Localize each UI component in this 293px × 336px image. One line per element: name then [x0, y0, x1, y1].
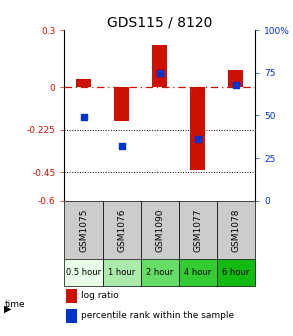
Bar [141, 259, 179, 286]
Bar [103, 259, 141, 286]
Bar [141, 201, 179, 259]
Bar [179, 201, 217, 259]
Bar [190, 87, 205, 170]
Bar [66, 289, 77, 303]
Text: 0.5 hour: 0.5 hour [66, 268, 101, 277]
Bar [66, 309, 77, 323]
Bar [114, 87, 129, 121]
Bar [217, 259, 255, 286]
Text: time: time [4, 300, 25, 308]
Text: GSM1078: GSM1078 [231, 208, 240, 252]
Text: 1 hour: 1 hour [108, 268, 135, 277]
Text: GSM1075: GSM1075 [79, 208, 88, 252]
Bar [179, 259, 217, 286]
Point [234, 82, 238, 87]
Text: percentile rank within the sample: percentile rank within the sample [81, 311, 234, 321]
Point [195, 137, 200, 142]
Point [119, 143, 124, 149]
Text: ▶: ▶ [4, 303, 12, 313]
Text: GSM1077: GSM1077 [193, 208, 202, 252]
Point [81, 115, 86, 120]
Text: 4 hour: 4 hour [184, 268, 212, 277]
Text: log ratio: log ratio [81, 291, 118, 300]
Text: 6 hour: 6 hour [222, 268, 250, 277]
Bar [64, 201, 103, 259]
Bar [76, 80, 91, 87]
Text: GSM1076: GSM1076 [117, 208, 126, 252]
Title: GDS115 / 8120: GDS115 / 8120 [107, 15, 212, 29]
Text: GSM1090: GSM1090 [155, 208, 164, 252]
Point [157, 70, 162, 76]
Bar [217, 201, 255, 259]
Bar [64, 259, 103, 286]
Text: 2 hour: 2 hour [146, 268, 173, 277]
Bar [103, 201, 141, 259]
Bar [152, 45, 167, 87]
Bar [228, 70, 243, 87]
